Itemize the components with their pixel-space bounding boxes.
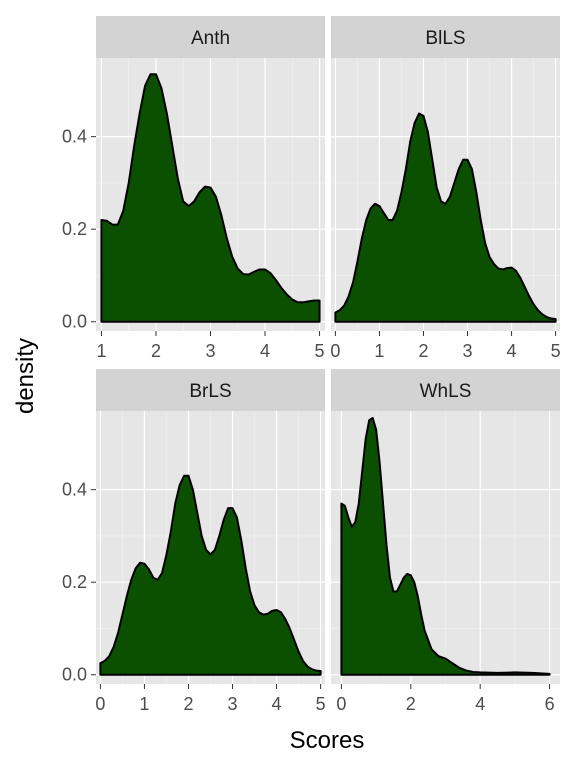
x-tick-label: 4 <box>260 341 270 361</box>
y-tick-label: 0.0 <box>62 312 87 332</box>
x-tick-label: 0 <box>330 341 340 361</box>
x-tick-label: 1 <box>96 341 106 361</box>
x-tick-label: 3 <box>228 694 238 714</box>
facet-strip-label: WhLS <box>420 381 472 402</box>
x-tick-label: 2 <box>183 694 193 714</box>
x-tick-label: 3 <box>205 341 215 361</box>
y-tick-label: 0.2 <box>62 219 87 239</box>
facet-brls: BrLS 0 1 2 3 4 5 0.0 0.2 0.4 <box>62 369 326 714</box>
x-tick-label: 5 <box>316 694 326 714</box>
y-tick-label: 0.2 <box>62 572 87 592</box>
x-tick-label: 2 <box>406 694 416 714</box>
x-tick-label: 6 <box>545 694 555 714</box>
facet-panels: Anth 1 2 3 4 5 0.0 0.2 0.4 BlLS 0 1 2 3 4 5 BrLS 0 1 2 3 4 5 0.… <box>62 16 561 714</box>
facet-anth: Anth 1 2 3 4 5 0.0 0.2 0.4 <box>62 16 325 361</box>
x-tick-label: 4 <box>507 341 517 361</box>
y-tick-label: 0.0 <box>62 665 87 685</box>
x-tick-label: 0 <box>336 694 346 714</box>
x-tick-label: 4 <box>475 694 485 714</box>
facet-strip-label: Anth <box>191 28 230 49</box>
y-tick-label: 0.4 <box>62 127 87 147</box>
x-tick-label: 5 <box>315 341 325 361</box>
facet-whls: WhLS 0 2 4 6 <box>331 369 560 714</box>
x-tick-label: 4 <box>272 694 282 714</box>
x-tick-label: 3 <box>463 341 473 361</box>
y-tick-label: 0.4 <box>62 480 87 500</box>
x-tick-label: 2 <box>151 341 161 361</box>
facet-strip-label: BlLS <box>425 28 465 49</box>
x-tick-label: 1 <box>139 694 149 714</box>
facet-blls: BlLS 0 1 2 3 4 5 <box>330 16 560 361</box>
facet-strip-label: BrLS <box>189 381 231 402</box>
x-axis-title: Scores <box>290 727 365 754</box>
x-tick-label: 1 <box>374 341 384 361</box>
y-axis-title: density <box>12 338 39 414</box>
x-tick-label: 2 <box>418 341 428 361</box>
x-tick-label: 0 <box>95 694 105 714</box>
x-tick-label: 5 <box>551 341 561 361</box>
